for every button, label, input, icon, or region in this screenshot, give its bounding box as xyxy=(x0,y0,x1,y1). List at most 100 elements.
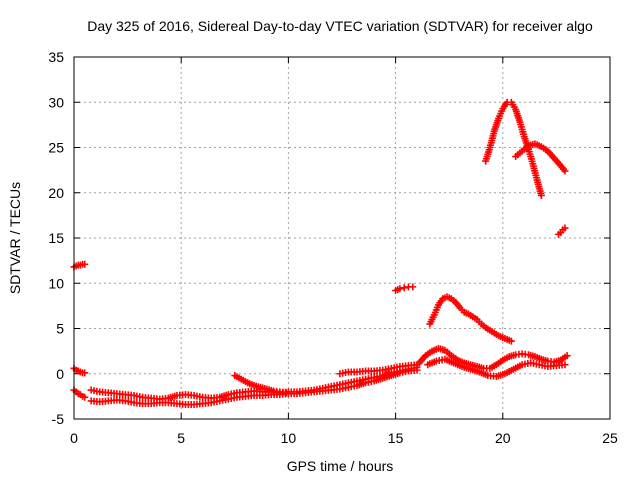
data-point xyxy=(449,296,457,304)
data-point xyxy=(307,386,315,394)
y-tick-label: 0 xyxy=(56,366,64,382)
data-point xyxy=(490,130,498,138)
data-point xyxy=(488,328,496,336)
x-tick-label: 25 xyxy=(602,430,618,446)
data-point xyxy=(532,360,540,368)
data-point xyxy=(81,369,89,377)
x-tick-label: 10 xyxy=(281,430,297,446)
data-point xyxy=(473,367,481,375)
data-point xyxy=(529,352,537,360)
data-point xyxy=(261,385,269,393)
data-point xyxy=(273,387,281,395)
data-point xyxy=(171,392,179,400)
data-point xyxy=(267,386,275,394)
series-early-high xyxy=(70,260,89,271)
x-tick-label: 15 xyxy=(388,430,404,446)
series-tail-15 xyxy=(555,224,569,238)
data-point xyxy=(213,394,221,402)
series-arc-15 xyxy=(392,283,417,294)
x-tick-label: 5 xyxy=(177,430,185,446)
data-point xyxy=(516,149,524,157)
plot-frame xyxy=(73,56,611,420)
data-point xyxy=(502,100,510,108)
data-point xyxy=(505,336,513,344)
data-point xyxy=(510,103,518,111)
series-plateau-25 xyxy=(512,140,569,175)
data-point xyxy=(127,398,135,406)
series-band-upper xyxy=(231,372,290,397)
data-point xyxy=(561,224,569,232)
x-tick-label: 0 xyxy=(70,430,78,446)
y-tick-label: 5 xyxy=(56,321,64,337)
data-point xyxy=(561,353,569,361)
series-hump-low xyxy=(424,355,569,380)
data-point xyxy=(93,387,101,395)
data-point xyxy=(497,358,505,366)
data-point xyxy=(409,283,417,291)
data-point xyxy=(230,389,238,397)
data-point xyxy=(503,354,511,362)
data-point xyxy=(520,130,528,138)
data-point xyxy=(367,374,375,382)
data-point xyxy=(447,358,455,366)
data-point xyxy=(515,116,523,124)
data-point xyxy=(537,189,545,197)
data-point xyxy=(494,117,502,125)
data-point xyxy=(456,362,464,370)
grid xyxy=(74,57,610,419)
data-point xyxy=(535,142,543,150)
y-tick-label: 15 xyxy=(48,230,64,246)
data-point xyxy=(454,302,462,310)
data-point xyxy=(467,311,475,319)
data-point xyxy=(542,146,550,154)
data-point xyxy=(485,146,493,154)
data-point xyxy=(462,309,470,317)
chart-title: Day 325 of 2016, Sidereal Day-to-day VTE… xyxy=(87,18,593,34)
data-point xyxy=(471,314,479,322)
data-point xyxy=(445,294,453,302)
data-point xyxy=(475,318,483,326)
data-point xyxy=(549,153,557,161)
data-points xyxy=(70,98,571,409)
data-point xyxy=(376,366,384,374)
y-tick-label: 25 xyxy=(48,140,64,156)
data-point xyxy=(458,306,466,314)
data-point xyxy=(359,376,367,384)
data-point xyxy=(222,391,230,399)
data-point xyxy=(316,385,324,393)
series-peak-8 xyxy=(426,293,515,345)
data-point xyxy=(279,388,287,396)
data-point xyxy=(333,381,341,389)
data-point xyxy=(384,365,392,373)
data-point xyxy=(350,378,358,386)
data-point xyxy=(445,350,453,358)
data-point xyxy=(196,393,204,401)
data-point xyxy=(492,330,500,338)
data-point xyxy=(499,370,507,378)
x-axis-label: GPS time / hours xyxy=(287,458,394,474)
data-point xyxy=(433,303,441,311)
data-point xyxy=(187,391,195,399)
data-point xyxy=(482,371,490,379)
data-point xyxy=(242,378,250,386)
x-tick-label: 20 xyxy=(495,430,511,446)
y-tick-label: -5 xyxy=(52,411,65,427)
data-point xyxy=(254,383,262,391)
data-point xyxy=(324,383,332,391)
data-point xyxy=(429,313,437,321)
data-point xyxy=(235,374,243,382)
data-point xyxy=(528,157,536,165)
data-point xyxy=(484,325,492,333)
data-point xyxy=(437,297,445,305)
data-point xyxy=(81,393,89,401)
data-point xyxy=(497,333,505,341)
data-point xyxy=(430,358,438,366)
series-peak-30 xyxy=(482,98,545,199)
data-point xyxy=(480,322,488,330)
data-point xyxy=(521,350,529,358)
data-point xyxy=(498,107,506,115)
data-point xyxy=(161,394,169,402)
data-point xyxy=(501,334,509,342)
